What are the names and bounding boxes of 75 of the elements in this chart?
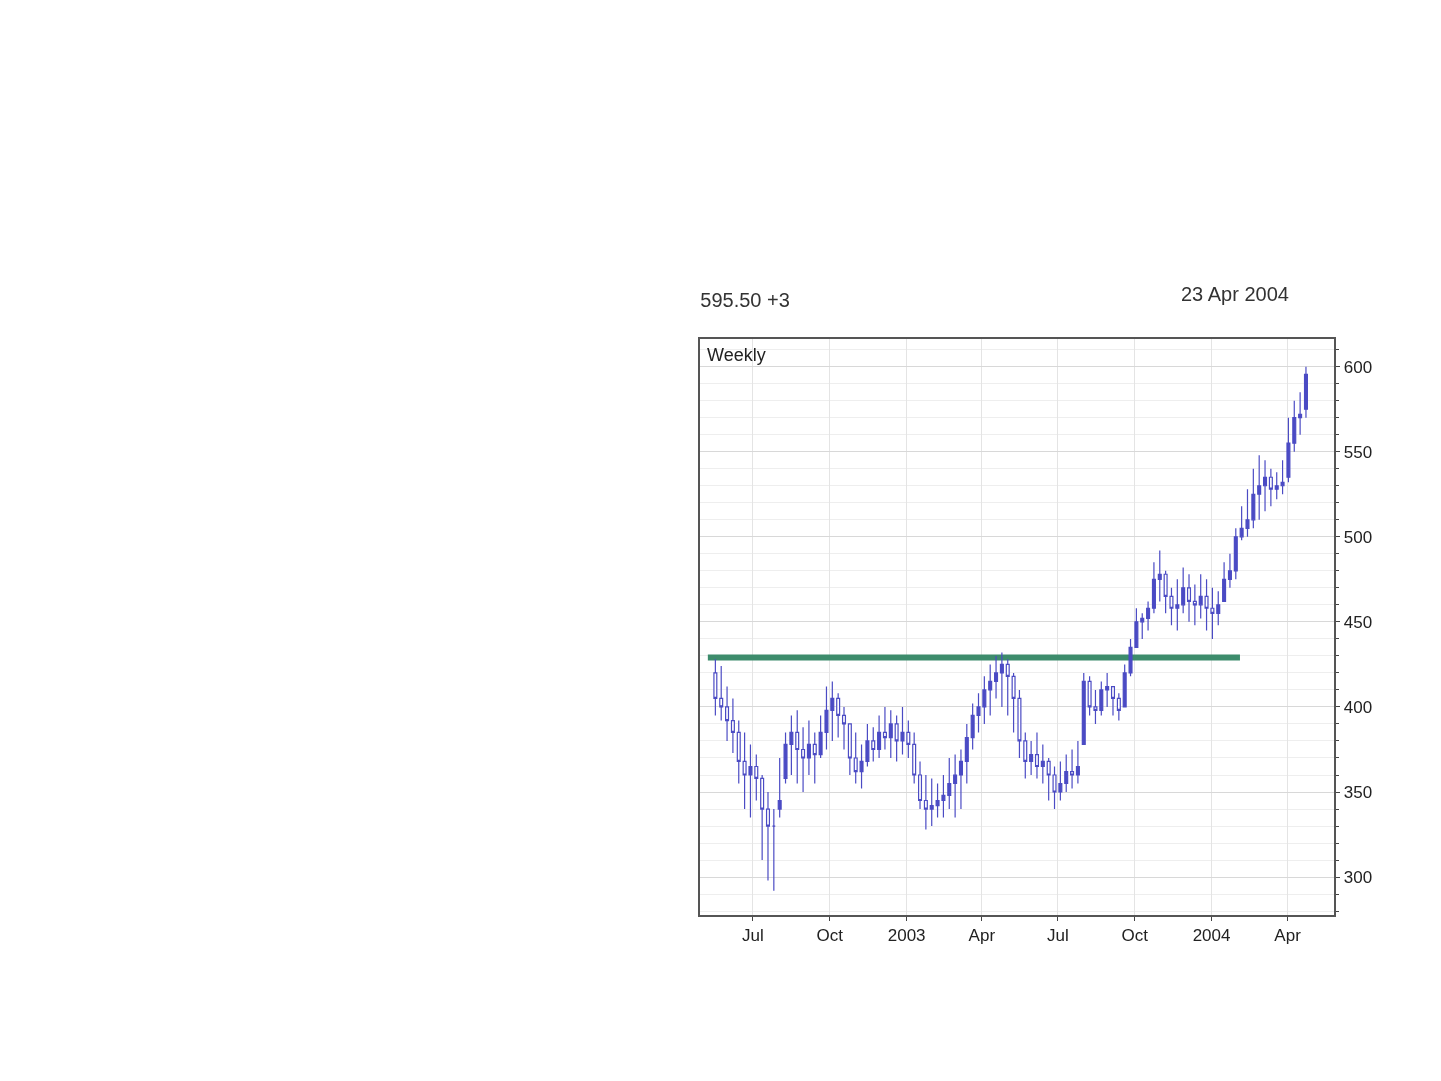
candlestick [1151, 561, 1156, 614]
candlestick [1157, 549, 1162, 603]
candlestick [1105, 672, 1110, 708]
y-tick-label: 450 [1343, 612, 1373, 632]
candlestick [999, 651, 1004, 708]
candlestick [1064, 753, 1069, 793]
candlestick [1263, 459, 1268, 512]
candlestick [1116, 692, 1121, 722]
candlestick [719, 665, 724, 722]
candlestick [1075, 740, 1080, 785]
candlestick [888, 709, 893, 759]
x-tick-label: Oct [1121, 925, 1149, 945]
candlestick [882, 706, 887, 751]
x-tick-label: Jul [1047, 925, 1069, 945]
candlestick [736, 719, 741, 785]
y-tick-label: 300 [1343, 868, 1373, 888]
candlestick [1040, 743, 1045, 785]
candlestick [812, 731, 817, 785]
candlestick [1029, 740, 1034, 776]
candlestick [777, 757, 782, 819]
chart-title: 595.50 +3 [700, 289, 790, 311]
candlestick [841, 706, 847, 751]
y-tick-label: 400 [1343, 697, 1373, 717]
candlestick [877, 714, 882, 759]
chart-subtitle: 23 Apr 2004 [1181, 283, 1289, 305]
x-tick-label: Jul [742, 925, 764, 945]
candlestick [964, 723, 969, 785]
candlestick [1192, 583, 1197, 626]
candlestick [1181, 566, 1186, 614]
candlestick [988, 663, 993, 717]
candlestick [1257, 454, 1262, 521]
candlestick [713, 658, 718, 717]
candlestick [994, 655, 999, 700]
candlestick [1005, 658, 1010, 717]
candlestick [912, 731, 917, 785]
candlestick [801, 726, 806, 793]
candlestick [1146, 600, 1151, 631]
candlestick [1081, 672, 1086, 745]
y-tick-label: 350 [1343, 782, 1373, 802]
candlestick [795, 709, 800, 785]
x-tick-label: Oct [816, 925, 844, 945]
x-tick-label: 2003 [887, 925, 926, 945]
annotation: Weekly [707, 345, 766, 365]
candlestick [1233, 527, 1238, 580]
candlestick [918, 760, 923, 810]
candlestick [1110, 685, 1116, 717]
y-tick-label: 500 [1343, 527, 1373, 547]
candlestick [725, 685, 730, 742]
candlestick [765, 791, 771, 882]
y-tick-label: 600 [1343, 357, 1373, 377]
candlestick [771, 808, 776, 892]
y-tick-label: 550 [1343, 442, 1373, 462]
candlestick [1303, 366, 1308, 419]
candlestick [760, 774, 765, 861]
candlestick [1216, 590, 1221, 626]
candlestick [947, 757, 952, 810]
x-tick-label: Apr [1274, 925, 1302, 945]
candlestick [1186, 573, 1192, 623]
candlestick [871, 726, 876, 762]
candlestick [1222, 561, 1227, 603]
candlestick [958, 748, 963, 810]
candlestick [847, 723, 852, 776]
x-tick-label: Apr [968, 925, 996, 945]
candlestick [1268, 468, 1273, 507]
candlestick [1034, 731, 1040, 780]
candlestick [1298, 391, 1303, 436]
candlestick [953, 753, 958, 819]
candlestick [836, 692, 841, 739]
candlestick [806, 719, 811, 776]
candlestick [730, 697, 735, 754]
x-tick-label: 2004 [1192, 925, 1231, 945]
candlestick [1140, 612, 1145, 640]
candlestick [1227, 553, 1232, 589]
candlestick [1070, 748, 1075, 790]
candlestick [923, 774, 928, 831]
